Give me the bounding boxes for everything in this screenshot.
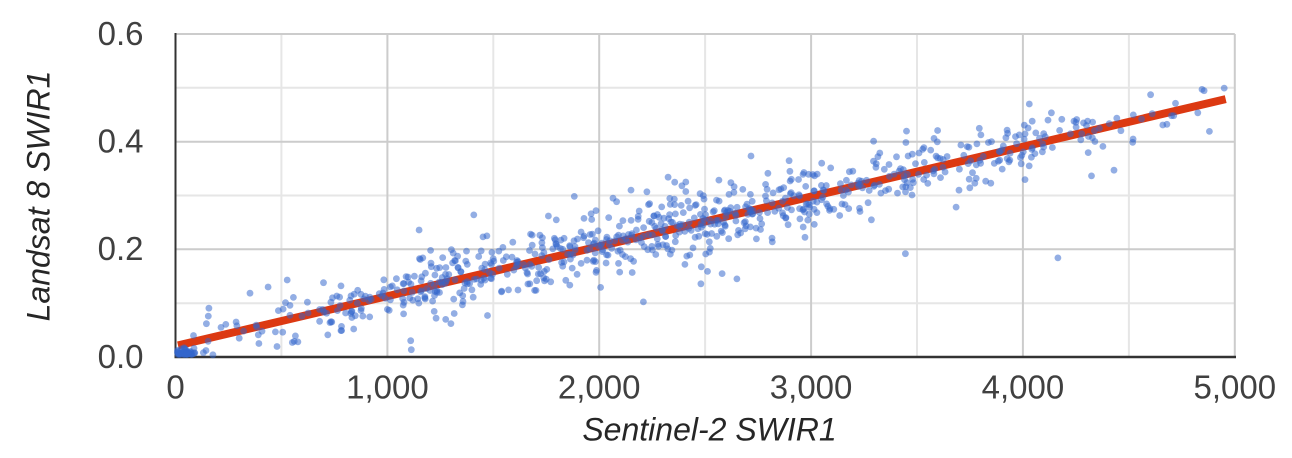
svg-text:3,000: 3,000 xyxy=(770,369,853,406)
svg-text:Landsat 8 SWIR1: Landsat 8 SWIR1 xyxy=(21,71,57,322)
svg-text:Sentinel-2 SWIR1: Sentinel-2 SWIR1 xyxy=(582,412,836,448)
svg-text:2,000: 2,000 xyxy=(558,369,641,406)
svg-text:0.4: 0.4 xyxy=(98,123,144,160)
svg-text:0.6: 0.6 xyxy=(98,15,144,52)
svg-text:0.2: 0.2 xyxy=(98,230,144,267)
svg-text:0: 0 xyxy=(166,369,184,406)
svg-text:5,000: 5,000 xyxy=(1194,369,1277,406)
svg-text:1,000: 1,000 xyxy=(346,369,429,406)
svg-text:0.0: 0.0 xyxy=(98,338,144,375)
svg-text:4,000: 4,000 xyxy=(982,369,1065,406)
